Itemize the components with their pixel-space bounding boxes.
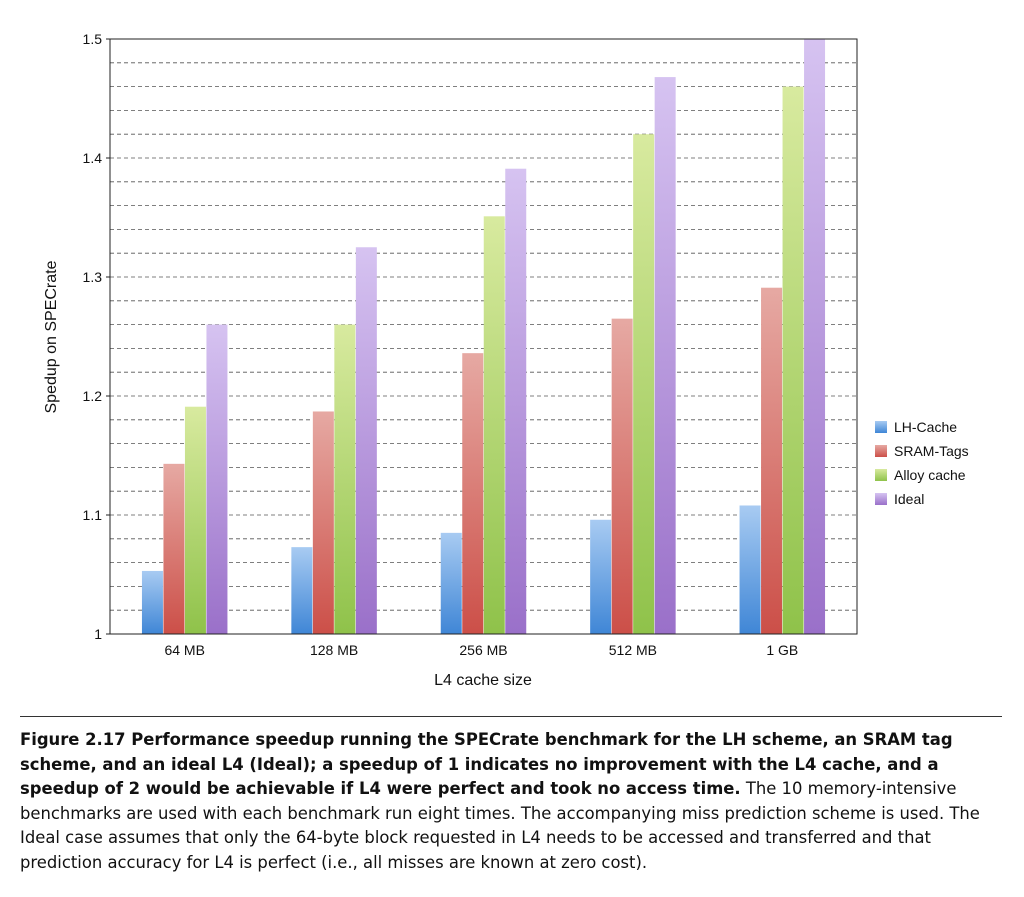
bar-lh-cache-64-mb [141, 570, 163, 634]
legend-label: SRAM-Tags [894, 443, 969, 459]
figure-caption: Figure 2.17 Performance speedup running … [20, 728, 1004, 875]
legend-swatch [875, 421, 887, 433]
bar-sram-tags-512-mb [611, 318, 633, 634]
legend-label: Alloy cache [894, 467, 966, 483]
legend-swatch [875, 469, 887, 481]
legend: LH-Cache SRAM-Tags Alloy cache Ideal [875, 419, 969, 507]
caption-text: The 10 memory-intensive benchmarks are u… [20, 779, 980, 872]
x-tick-label: 1 GB [766, 642, 798, 658]
y-tick-label: 1.2 [83, 388, 103, 404]
legend-label: Ideal [894, 491, 924, 507]
bar-alloy-cache-128-mb [334, 324, 356, 634]
x-axis-ticks: 64 MB 128 MB 256 MB 512 MB 1 GB [164, 642, 798, 658]
caption-divider [20, 716, 1002, 717]
bar-alloy-cache-1-gb [782, 86, 804, 635]
caption-bold-text: Performance speedup running the SPECrate… [20, 730, 953, 798]
bar-sram-tags-128-mb [312, 411, 334, 634]
bar-ideal-64-mb [206, 324, 228, 634]
x-tick-label: 128 MB [310, 642, 358, 658]
bar-lh-cache-1-gb [739, 505, 761, 634]
x-axis-title: L4 cache size [434, 672, 532, 689]
bar-alloy-cache-512-mb [633, 134, 655, 634]
gridlines [110, 62, 857, 611]
legend-swatch [875, 493, 887, 505]
y-tick-label: 1.4 [83, 150, 103, 166]
y-tick-label: 1.1 [83, 507, 103, 523]
y-tick-label: 1 [94, 626, 102, 642]
y-axis-title: Spedup on SPECrate [43, 260, 60, 413]
bar-chart: 1 1.1 1.2 1.3 1.4 1.5 64 MB 128 MB 256 MB 512 MB… [43, 31, 969, 689]
y-tick-label: 1.5 [83, 31, 103, 47]
bar-lh-cache-128-mb [291, 547, 313, 634]
bar-alloy-cache-64-mb [184, 406, 206, 634]
bar-sram-tags-64-mb [163, 463, 185, 634]
bars [141, 39, 826, 635]
bar-lh-cache-256-mb [440, 532, 462, 634]
bar-sram-tags-1-gb [761, 287, 783, 634]
bar-ideal-512-mb [654, 77, 676, 634]
y-tick-label: 1.3 [83, 269, 103, 285]
legend-label: LH-Cache [894, 419, 957, 435]
x-tick-label: 512 MB [609, 642, 657, 658]
legend-swatch [875, 445, 887, 457]
x-tick-label: 64 MB [164, 642, 204, 658]
bar-alloy-cache-256-mb [483, 216, 505, 634]
x-tick-label: 256 MB [459, 642, 507, 658]
plot-area-frame [109, 38, 858, 635]
bar-ideal-128-mb [355, 247, 377, 634]
bar-ideal-1-gb [804, 39, 826, 634]
bar-lh-cache-512-mb [590, 519, 612, 634]
bar-ideal-256-mb [505, 168, 527, 634]
bar-sram-tags-256-mb [462, 353, 484, 634]
caption-label: Figure 2.17 [20, 730, 126, 749]
y-axis-ticks: 1 1.1 1.2 1.3 1.4 1.5 [83, 31, 110, 642]
